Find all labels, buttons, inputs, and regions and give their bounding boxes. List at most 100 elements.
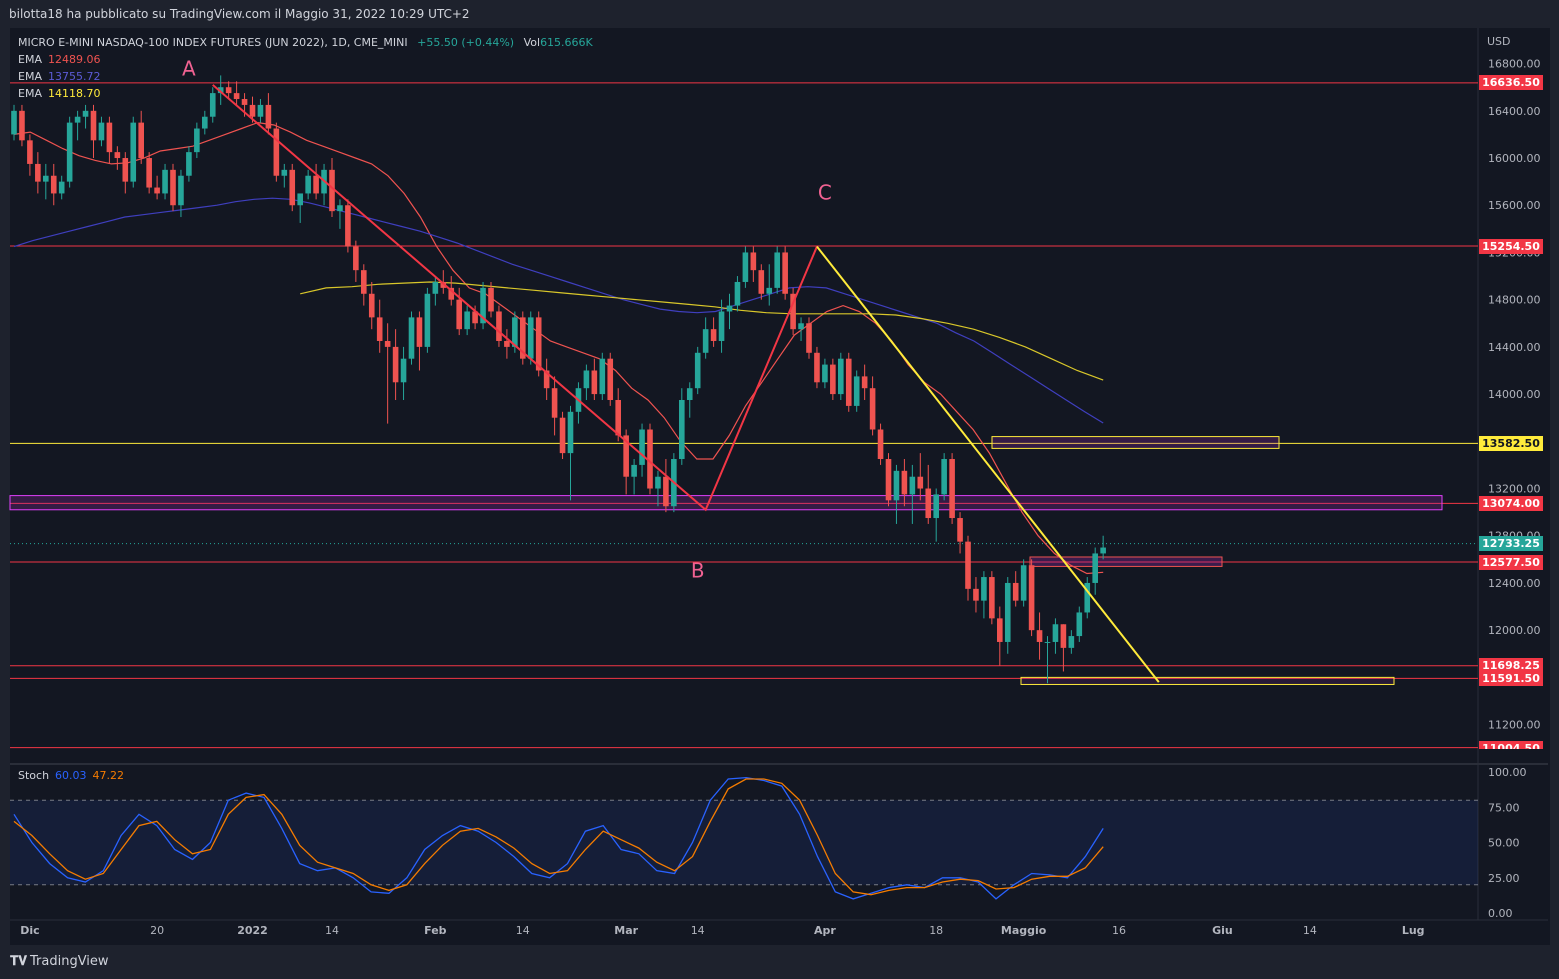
- price-tick-label: 14400.00: [1488, 341, 1541, 354]
- stoch-tick-label: 0.00: [1488, 907, 1513, 920]
- abc-trendline: [212, 84, 818, 512]
- symbol-change: +55.50 (+0.44%): [417, 36, 515, 49]
- candle-body: [154, 187, 160, 194]
- candle-body: [798, 323, 804, 330]
- candle-body: [1052, 624, 1059, 642]
- candle-body: [567, 411, 574, 454]
- level-price-label: 11698.25: [1479, 658, 1543, 674]
- time-tick-label: Giu: [1212, 924, 1233, 937]
- candle-body: [1068, 636, 1075, 648]
- candle-body: [241, 99, 248, 105]
- candle-body: [432, 281, 439, 294]
- level-price-label: 12577.50: [1479, 554, 1543, 570]
- candle-body: [702, 329, 709, 353]
- candle-body: [281, 169, 288, 176]
- candle-body: [202, 116, 208, 129]
- candle-body: [90, 110, 97, 141]
- candle-body: [973, 588, 979, 601]
- candle-body: [782, 252, 788, 294]
- candle-body: [50, 175, 57, 194]
- tradingview-logo[interactable]: 𝐓𝐕 TradingView: [10, 954, 109, 969]
- candle-body: [106, 122, 113, 153]
- candle-body: [1092, 553, 1098, 583]
- top-bar: bilotta18 ha pubblicato su TradingView.c…: [0, 0, 1559, 28]
- publisher-text: bilotta18 ha pubblicato su TradingView.c…: [9, 7, 470, 21]
- candle-body: [909, 476, 916, 495]
- candle-body: [686, 388, 693, 400]
- stoch-tick-label: 50.00: [1488, 837, 1520, 850]
- candle-body: [949, 459, 955, 519]
- candle-body: [130, 122, 137, 182]
- ema-line: [13, 197, 1104, 424]
- candle-body: [893, 470, 900, 501]
- stoch-tick-label: 25.00: [1488, 872, 1520, 885]
- candle-body: [527, 317, 534, 359]
- ema-label: EMA: [18, 70, 42, 83]
- candle-body: [1004, 582, 1011, 642]
- resistance-zone-small: [991, 436, 1280, 449]
- wave-labels-layer: A B C: [182, 56, 832, 582]
- grid-layer: [10, 28, 1548, 921]
- candle-body: [830, 364, 836, 395]
- candle-body: [1028, 565, 1035, 631]
- current-price-label: 12733.25: [1479, 536, 1543, 552]
- candle-body: [1044, 641, 1051, 643]
- stoch-legend[interactable]: Stoch 60.03 47.22: [18, 769, 124, 782]
- candle-body: [209, 93, 216, 117]
- brand-name: TradingView: [30, 954, 109, 969]
- volume-value: 615.666K: [540, 36, 593, 49]
- level-price-label: 15254.50: [1479, 238, 1543, 254]
- candle-body: [488, 287, 494, 312]
- candle-body: [19, 110, 25, 141]
- symbol-legend[interactable]: MICRO E-MINI NASDAQ-100 INDEX FUTURES (J…: [18, 36, 593, 49]
- candle-body: [694, 352, 701, 389]
- ema-legend-1[interactable]: EMA 12489.06: [18, 53, 100, 66]
- candle-body: [305, 175, 311, 194]
- candle-body: [774, 252, 780, 288]
- ema-legend-3[interactable]: EMA 14118.70: [18, 87, 100, 100]
- price-tick-label: 14000.00: [1488, 388, 1541, 401]
- candle-body: [981, 577, 987, 601]
- downtrend-line: [816, 245, 1160, 683]
- candle-body: [1012, 582, 1019, 601]
- candle-body: [845, 358, 852, 406]
- candle-body: [384, 340, 391, 347]
- candle-body: [877, 429, 884, 460]
- wave-label: B: [691, 559, 705, 583]
- candle-body: [790, 293, 796, 330]
- price-tick-label: 16800.00: [1488, 58, 1541, 71]
- wave-label: C: [818, 180, 832, 204]
- ema-value: 14118.70: [47, 87, 101, 100]
- time-tick-label: Apr: [814, 924, 836, 937]
- candle-body: [376, 317, 383, 341]
- stoch-band: [10, 800, 1478, 885]
- candle-body: [591, 370, 598, 395]
- candle-body: [11, 110, 17, 135]
- candle-body: [472, 311, 478, 324]
- candle-body: [997, 618, 1003, 642]
- stoch-line: [13, 778, 1104, 896]
- currency-label: USD: [1487, 35, 1511, 48]
- ema-legend-2[interactable]: EMA 13755.72: [18, 70, 100, 83]
- zones-layer: [9, 436, 1443, 685]
- candle-body: [679, 400, 685, 460]
- candle-body: [989, 577, 995, 619]
- candle-body: [615, 400, 621, 436]
- trendlines-layer: [212, 84, 1160, 683]
- footer: 𝐓𝐕 TradingView: [0, 945, 1559, 979]
- candle-body: [273, 128, 280, 176]
- candle-body: [504, 340, 510, 347]
- candle-body: [400, 358, 407, 383]
- candle-body: [456, 299, 462, 330]
- level-price-label: 13074.00: [1479, 495, 1543, 511]
- candle-body: [583, 370, 590, 389]
- price-tick-label: 11200.00: [1488, 719, 1541, 732]
- candle-body: [408, 317, 415, 359]
- volume-label: Vol: [523, 36, 541, 49]
- candle-body: [957, 518, 963, 542]
- price-tick-label: 15600.00: [1488, 199, 1541, 212]
- time-tick-label: 16: [1112, 924, 1126, 937]
- stoch-tick-label: 100.00: [1488, 766, 1527, 779]
- price-tick-label: 16400.00: [1488, 105, 1541, 118]
